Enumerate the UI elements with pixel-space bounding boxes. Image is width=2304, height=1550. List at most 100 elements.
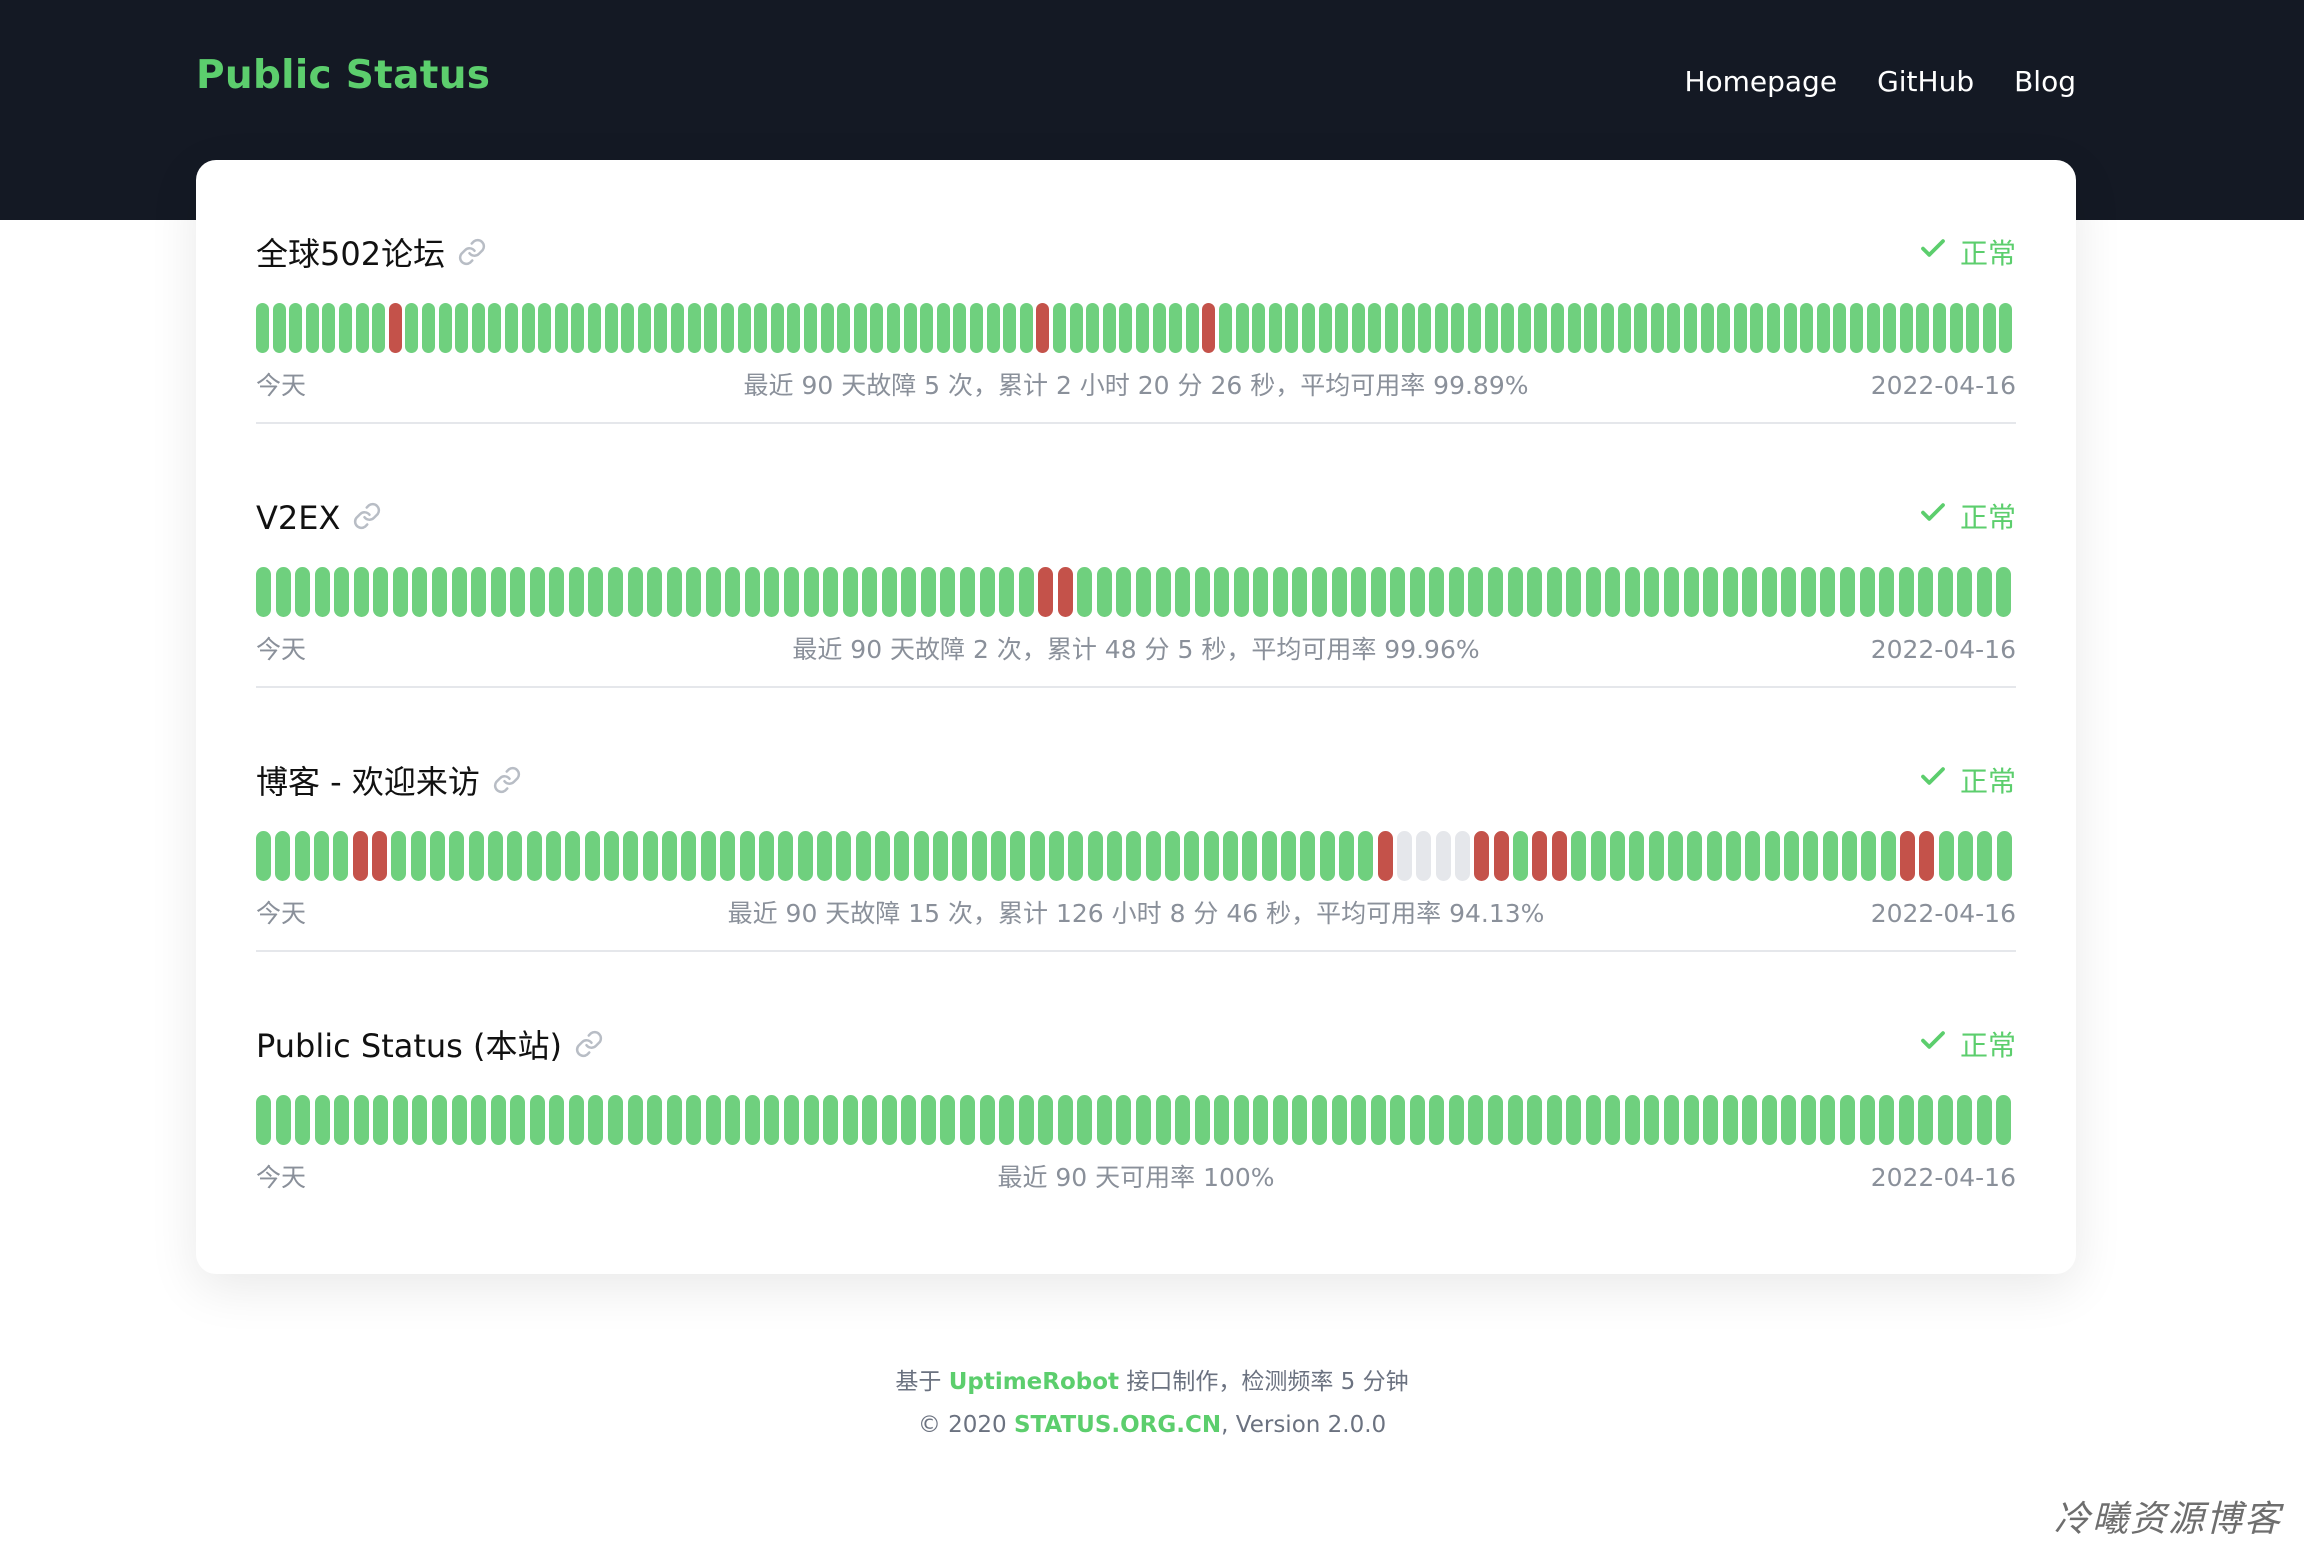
uptime-bar[interactable] (999, 567, 1015, 617)
uptime-bar[interactable] (739, 831, 755, 881)
uptime-bar[interactable] (803, 1095, 819, 1145)
uptime-bar[interactable] (1300, 831, 1316, 881)
uptime-bar[interactable] (1102, 303, 1116, 353)
uptime-bar[interactable] (1745, 831, 1761, 881)
uptime-bar[interactable] (720, 303, 734, 353)
uptime-bar[interactable] (1667, 303, 1681, 353)
uptime-bar[interactable] (1859, 1095, 1875, 1145)
uptime-bar[interactable] (1800, 567, 1816, 617)
uptime-bar[interactable] (1733, 303, 1747, 353)
uptime-bar[interactable] (1253, 1095, 1269, 1145)
uptime-bar[interactable] (623, 831, 639, 881)
uptime-bar[interactable] (1434, 303, 1448, 353)
uptime-bar[interactable] (862, 567, 878, 617)
uptime-bar[interactable] (339, 303, 353, 353)
uptime-bar[interactable] (392, 567, 408, 617)
uptime-bar[interactable] (687, 303, 701, 353)
uptime-bar[interactable] (671, 303, 685, 353)
uptime-bar[interactable] (1742, 567, 1758, 617)
uptime-bar[interactable] (490, 567, 506, 617)
uptime-bar[interactable] (373, 1095, 389, 1145)
uptime-bar[interactable] (705, 567, 721, 617)
uptime-bar[interactable] (1507, 567, 1523, 617)
uptime-bar[interactable] (971, 831, 987, 881)
uptime-bar[interactable] (1253, 567, 1269, 617)
uptime-bar[interactable] (1880, 831, 1896, 881)
uptime-bar[interactable] (1717, 303, 1731, 353)
uptime-bar[interactable] (700, 831, 716, 881)
uptime-bar[interactable] (1252, 303, 1266, 353)
uptime-bar[interactable] (372, 831, 388, 881)
uptime-bar[interactable] (1957, 1095, 1973, 1145)
uptime-bar[interactable] (936, 303, 950, 353)
uptime-bar[interactable] (1203, 831, 1219, 881)
uptime-bar[interactable] (1722, 567, 1738, 617)
uptime-bar[interactable] (388, 303, 402, 353)
uptime-bar[interactable] (1650, 303, 1664, 353)
uptime-bar[interactable] (837, 303, 851, 353)
uptime-bar[interactable] (1634, 303, 1648, 353)
uptime-bar[interactable] (1706, 831, 1722, 881)
uptime-bar[interactable] (256, 1095, 271, 1145)
uptime-bar[interactable] (1285, 303, 1299, 353)
uptime-bar[interactable] (940, 567, 956, 617)
uptime-bar[interactable] (1534, 303, 1548, 353)
uptime-bar[interactable] (1019, 303, 1033, 353)
uptime-bar[interactable] (1292, 1095, 1308, 1145)
uptime-bar[interactable] (355, 303, 369, 353)
uptime-bar[interactable] (1957, 831, 1973, 881)
uptime-bar[interactable] (1527, 567, 1543, 617)
uptime-bar[interactable] (275, 831, 291, 881)
uptime-bar[interactable] (352, 831, 368, 881)
uptime-bar[interactable] (1700, 303, 1714, 353)
uptime-bar[interactable] (412, 1095, 428, 1145)
link-icon[interactable] (457, 234, 487, 278)
uptime-bar[interactable] (1488, 1095, 1503, 1145)
uptime-bar[interactable] (1916, 303, 1930, 353)
uptime-bar[interactable] (1397, 831, 1413, 881)
uptime-bar[interactable] (1106, 831, 1122, 881)
uptime-bar[interactable] (1319, 831, 1335, 881)
uptime-bar[interactable] (1339, 831, 1355, 881)
uptime-bar[interactable] (1585, 567, 1601, 617)
uptime-bar[interactable] (1018, 1095, 1034, 1145)
uptime-bar[interactable] (1937, 1095, 1953, 1145)
uptime-bar[interactable] (920, 303, 934, 353)
uptime-bar[interactable] (1429, 1095, 1445, 1145)
uptime-bar[interactable] (1331, 567, 1347, 617)
uptime-bar[interactable] (1057, 567, 1073, 617)
uptime-bar[interactable] (666, 1095, 682, 1145)
uptime-bar[interactable] (1029, 831, 1045, 881)
uptime-bar[interactable] (1996, 567, 2012, 617)
uptime-bar[interactable] (1086, 303, 1100, 353)
uptime-bar[interactable] (1474, 831, 1490, 881)
uptime-bar[interactable] (737, 303, 751, 353)
uptime-bar[interactable] (1546, 1095, 1562, 1145)
uptime-bar[interactable] (1484, 303, 1498, 353)
uptime-bar[interactable] (430, 831, 446, 881)
uptime-bar[interactable] (1435, 831, 1451, 881)
uptime-bar[interactable] (758, 831, 774, 881)
uptime-bar[interactable] (1761, 1095, 1777, 1145)
uptime-bar[interactable] (490, 1095, 506, 1145)
uptime-bar[interactable] (1331, 1095, 1347, 1145)
uptime-bar[interactable] (1358, 831, 1374, 881)
uptime-bar[interactable] (391, 831, 407, 881)
uptime-bar[interactable] (1648, 831, 1664, 881)
uptime-bar[interactable] (1859, 567, 1875, 617)
uptime-bar[interactable] (1272, 1095, 1288, 1145)
uptime-bar[interactable] (940, 1095, 956, 1145)
uptime-bar[interactable] (538, 303, 552, 353)
uptime-bar[interactable] (1335, 303, 1349, 353)
uptime-bar[interactable] (764, 567, 780, 617)
uptime-bar[interactable] (1018, 567, 1034, 617)
uptime-bar[interactable] (1833, 303, 1847, 353)
uptime-bar[interactable] (1126, 831, 1142, 881)
uptime-bar[interactable] (1976, 567, 1992, 617)
uptime-bar[interactable] (932, 831, 948, 881)
uptime-bar[interactable] (979, 1095, 995, 1145)
uptime-bar[interactable] (1152, 303, 1166, 353)
uptime-bar[interactable] (1664, 1095, 1679, 1145)
uptime-bar[interactable] (546, 831, 562, 881)
uptime-bar[interactable] (1116, 1095, 1132, 1145)
